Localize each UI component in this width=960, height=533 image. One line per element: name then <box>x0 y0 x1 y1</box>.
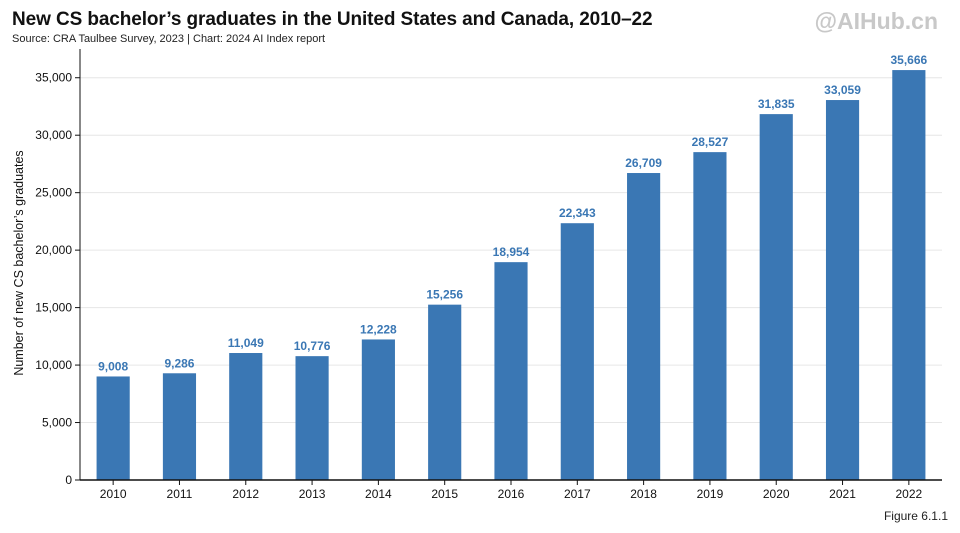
x-tick-label-2013: 2013 <box>299 487 326 501</box>
data-label-2017: 22,343 <box>559 206 596 220</box>
data-label-2022: 35,666 <box>890 53 927 67</box>
bar-2021 <box>825 100 860 480</box>
bar-2022 <box>892 70 926 481</box>
y-tick-label: 5,000 <box>42 416 72 430</box>
data-label-2015: 15,256 <box>426 288 463 302</box>
x-tick-label-2022: 2022 <box>895 487 922 501</box>
bar-2012 <box>229 353 263 480</box>
x-tick-label-2018: 2018 <box>630 487 657 501</box>
y-tick-label: 20,000 <box>35 243 72 257</box>
y-tick-label: 15,000 <box>35 301 72 315</box>
x-tick-label-2016: 2016 <box>498 487 525 501</box>
x-tick-label-2014: 2014 <box>365 487 392 501</box>
bar-2017 <box>560 223 594 480</box>
x-tick-label-2019: 2019 <box>697 487 724 501</box>
x-tick-label-2010: 2010 <box>100 487 127 501</box>
data-label-2013: 10,776 <box>294 339 331 353</box>
figure-label: Figure 6.1.1 <box>883 509 948 523</box>
y-tick-label: 30,000 <box>35 128 72 142</box>
bar-2014 <box>361 339 395 480</box>
x-tick-label-2011: 2011 <box>167 487 193 501</box>
data-label-2011: 9,286 <box>164 356 194 370</box>
bar-2019 <box>693 152 727 480</box>
data-labels: 9,008 9,286 11,049 10,776 12,228 15,256 18,954… <box>98 53 927 373</box>
data-label-2014: 12,228 <box>360 322 397 336</box>
data-label-2018: 26,709 <box>625 156 662 170</box>
bar-2018 <box>627 173 661 480</box>
x-tick-label-2012: 2012 <box>232 487 259 501</box>
y-axis-title: Number of new CS bachelor’s graduates <box>12 150 26 375</box>
x-tick-label-2021: 2021 <box>829 487 856 501</box>
bar-2011 <box>162 373 197 480</box>
data-label-2010: 9,008 <box>98 359 128 373</box>
bar-2013 <box>295 356 329 480</box>
data-label-2012: 11,049 <box>228 336 264 350</box>
x-tick-label-2015: 2015 <box>431 487 458 501</box>
watermark: @AIHub.cn <box>814 8 938 34</box>
bars <box>96 70 926 481</box>
data-label-2021: 33,059 <box>824 83 861 97</box>
bar-2016 <box>494 262 528 480</box>
bar-2015 <box>428 304 462 480</box>
y-tick-label: 0 <box>65 473 72 487</box>
x-tick-label-2017: 2017 <box>564 487 591 501</box>
bar-2020 <box>759 114 793 480</box>
axes: 0 5,000 10,000 15,000 20,000 25,000 30,000 35,0… <box>35 49 942 501</box>
data-label-2020: 31,835 <box>758 97 795 111</box>
y-tick-label: 35,000 <box>35 71 72 85</box>
x-tick-label-2020: 2020 <box>763 487 790 501</box>
y-tick-label: 10,000 <box>35 358 72 372</box>
data-label-2016: 18,954 <box>493 245 530 259</box>
data-label-2019: 28,527 <box>692 135 729 149</box>
y-tick-label: 25,000 <box>35 186 72 200</box>
chart-title: New CS bachelor’s graduates in the Unite… <box>12 9 653 30</box>
bar-2010 <box>96 376 130 480</box>
chart-source: Source: CRA Taulbee Survey, 2023 | Chart… <box>12 33 326 45</box>
